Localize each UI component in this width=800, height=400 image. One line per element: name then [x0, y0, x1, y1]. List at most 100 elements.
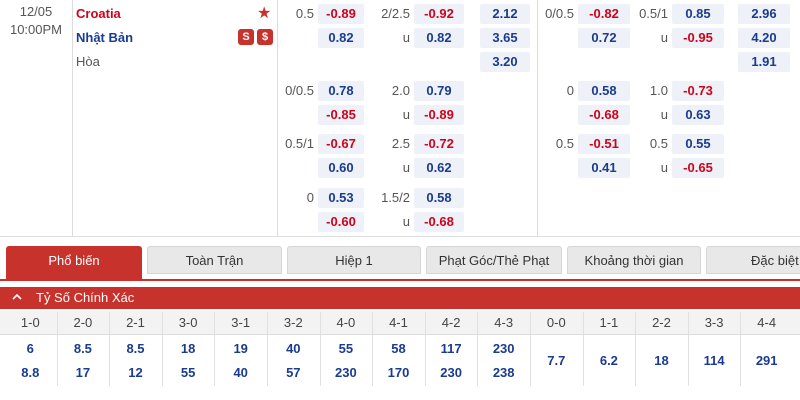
- odds-value[interactable]: 0.60: [318, 158, 364, 178]
- divider: [214, 312, 216, 386]
- score-header: 1-0: [20, 315, 40, 330]
- odds-value[interactable]: 0.78: [318, 81, 364, 101]
- score-odds-draw[interactable]: 6.2: [599, 353, 618, 368]
- divider: [582, 312, 584, 386]
- score-header: 1-1: [599, 315, 619, 330]
- odds-draw[interactable]: 1.91: [738, 52, 790, 72]
- odds-away-win[interactable]: 4.20: [738, 28, 790, 48]
- odds-value[interactable]: 0.85: [672, 4, 724, 24]
- score-odds-home[interactable]: 55: [338, 341, 354, 356]
- odds-value[interactable]: -0.95: [672, 28, 724, 48]
- total-line: 2.5: [391, 136, 410, 151]
- score-odds-away[interactable]: 57: [286, 365, 301, 380]
- tab-phat-goc[interactable]: Phạt Góc/Thẻ Phạt: [426, 246, 562, 274]
- score-odds-home[interactable]: 40: [286, 341, 301, 356]
- score-header: 2-0: [73, 315, 93, 330]
- score-odds-home[interactable]: 117: [440, 341, 462, 356]
- odds-value[interactable]: -0.85: [318, 105, 364, 125]
- odds-value[interactable]: 0.82: [414, 28, 464, 48]
- tab-hiep-1[interactable]: Hiệp 1: [287, 246, 421, 274]
- away-team[interactable]: Nhật Bản: [76, 30, 134, 45]
- tab-khoang-thoi-gian[interactable]: Khoảng thời gian: [567, 246, 701, 274]
- handicap-line: 0: [306, 190, 314, 205]
- score-header: 4-0: [336, 315, 356, 330]
- odds-value[interactable]: -0.82: [578, 4, 630, 24]
- tab-dac-biet[interactable]: Đặc biệt: [706, 246, 800, 274]
- score-odds-draw[interactable]: 18: [654, 353, 669, 368]
- odds-away-win[interactable]: 3.65: [480, 28, 530, 48]
- home-team[interactable]: Croatia: [76, 6, 121, 21]
- score-odds-home[interactable]: 8.5: [126, 341, 145, 356]
- stats-badge-icon[interactable]: S: [238, 29, 254, 45]
- total-line: 2/2.5: [381, 6, 410, 21]
- total-line: 1.0: [649, 83, 668, 98]
- odds-home-win[interactable]: 2.96: [738, 4, 790, 24]
- score-odds-home[interactable]: 58: [391, 341, 406, 356]
- odds-value[interactable]: -0.72: [414, 134, 464, 154]
- odds-value[interactable]: 0.79: [414, 81, 464, 101]
- score-odds-draw[interactable]: 291: [755, 353, 778, 368]
- tab-toan-tran[interactable]: Toàn Trận: [147, 246, 282, 274]
- divider: [687, 312, 689, 386]
- odds-value[interactable]: -0.51: [578, 134, 630, 154]
- under-label: u: [660, 160, 668, 175]
- divider: [161, 312, 163, 386]
- odds-draw[interactable]: 3.20: [480, 52, 530, 72]
- score-odds-draw[interactable]: 114: [703, 353, 725, 368]
- odds-value[interactable]: -0.89: [414, 105, 464, 125]
- score-odds-away[interactable]: 40: [233, 365, 248, 380]
- divider: [477, 312, 479, 386]
- odds-value[interactable]: 0.55: [672, 134, 724, 154]
- score-odds-away[interactable]: 230: [440, 365, 462, 380]
- score-header: 3-2: [283, 315, 303, 330]
- odds-value[interactable]: 0.72: [578, 28, 630, 48]
- odds-value[interactable]: 0.41: [578, 158, 630, 178]
- score-odds-away[interactable]: 8.8: [21, 365, 40, 380]
- score-odds-home[interactable]: 6: [26, 341, 34, 356]
- score-odds-away[interactable]: 17: [75, 365, 91, 380]
- odds-value[interactable]: 0.63: [672, 105, 724, 125]
- odds-value[interactable]: -0.73: [672, 81, 724, 101]
- odds-value[interactable]: 0.82: [318, 28, 364, 48]
- score-odds-away[interactable]: 55: [180, 365, 196, 380]
- divider: [109, 312, 111, 386]
- odds-value[interactable]: 0.53: [318, 188, 364, 208]
- odds-value[interactable]: -0.68: [578, 105, 630, 125]
- divider: [56, 312, 58, 386]
- betting-badge-icon[interactable]: $: [257, 29, 273, 45]
- score-odds-home[interactable]: 8.5: [73, 341, 92, 356]
- handicap-line: 0.5/1: [285, 136, 314, 151]
- score-odds-away[interactable]: 238: [492, 365, 515, 380]
- score-odds-home[interactable]: 19: [233, 341, 248, 356]
- chevron-up-icon[interactable]: [12, 290, 22, 307]
- score-odds-home[interactable]: 18: [180, 341, 196, 356]
- score-odds-away[interactable]: 170: [387, 365, 410, 380]
- scores-header-row: [0, 311, 800, 335]
- odds-value[interactable]: -0.67: [318, 134, 364, 154]
- score-header: 2-2: [652, 315, 671, 330]
- tab-pho-bien[interactable]: Phổ biến: [6, 246, 142, 280]
- under-label: u: [660, 107, 668, 122]
- under-label: u: [402, 160, 410, 175]
- under-label: u: [402, 30, 410, 45]
- handicap-line: 0.5: [295, 6, 314, 21]
- section-header[interactable]: Tỷ Số Chính Xác: [0, 287, 800, 309]
- odds-value[interactable]: -0.60: [318, 212, 364, 232]
- odds-value[interactable]: 0.58: [414, 188, 464, 208]
- handicap-line: 0.5: [555, 136, 574, 151]
- odds-value[interactable]: -0.65: [672, 158, 724, 178]
- under-label: u: [660, 30, 668, 45]
- favorite-star-icon[interactable]: ★: [257, 5, 272, 22]
- odds-value[interactable]: -0.68: [414, 212, 464, 232]
- odds-value[interactable]: -0.89: [318, 4, 364, 24]
- score-odds-away[interactable]: 230: [335, 365, 357, 380]
- odds-value[interactable]: 0.58: [578, 81, 630, 101]
- score-odds-home[interactable]: 230: [492, 341, 515, 356]
- score-odds-away[interactable]: 12: [128, 365, 143, 380]
- tabs-underline: [0, 279, 800, 281]
- odds-value[interactable]: -0.92: [414, 4, 464, 24]
- odds-home-win[interactable]: 2.12: [480, 4, 530, 24]
- odds-value[interactable]: 0.62: [414, 158, 464, 178]
- score-odds-draw[interactable]: 7.7: [547, 353, 566, 368]
- score-header: 4-4: [757, 315, 777, 330]
